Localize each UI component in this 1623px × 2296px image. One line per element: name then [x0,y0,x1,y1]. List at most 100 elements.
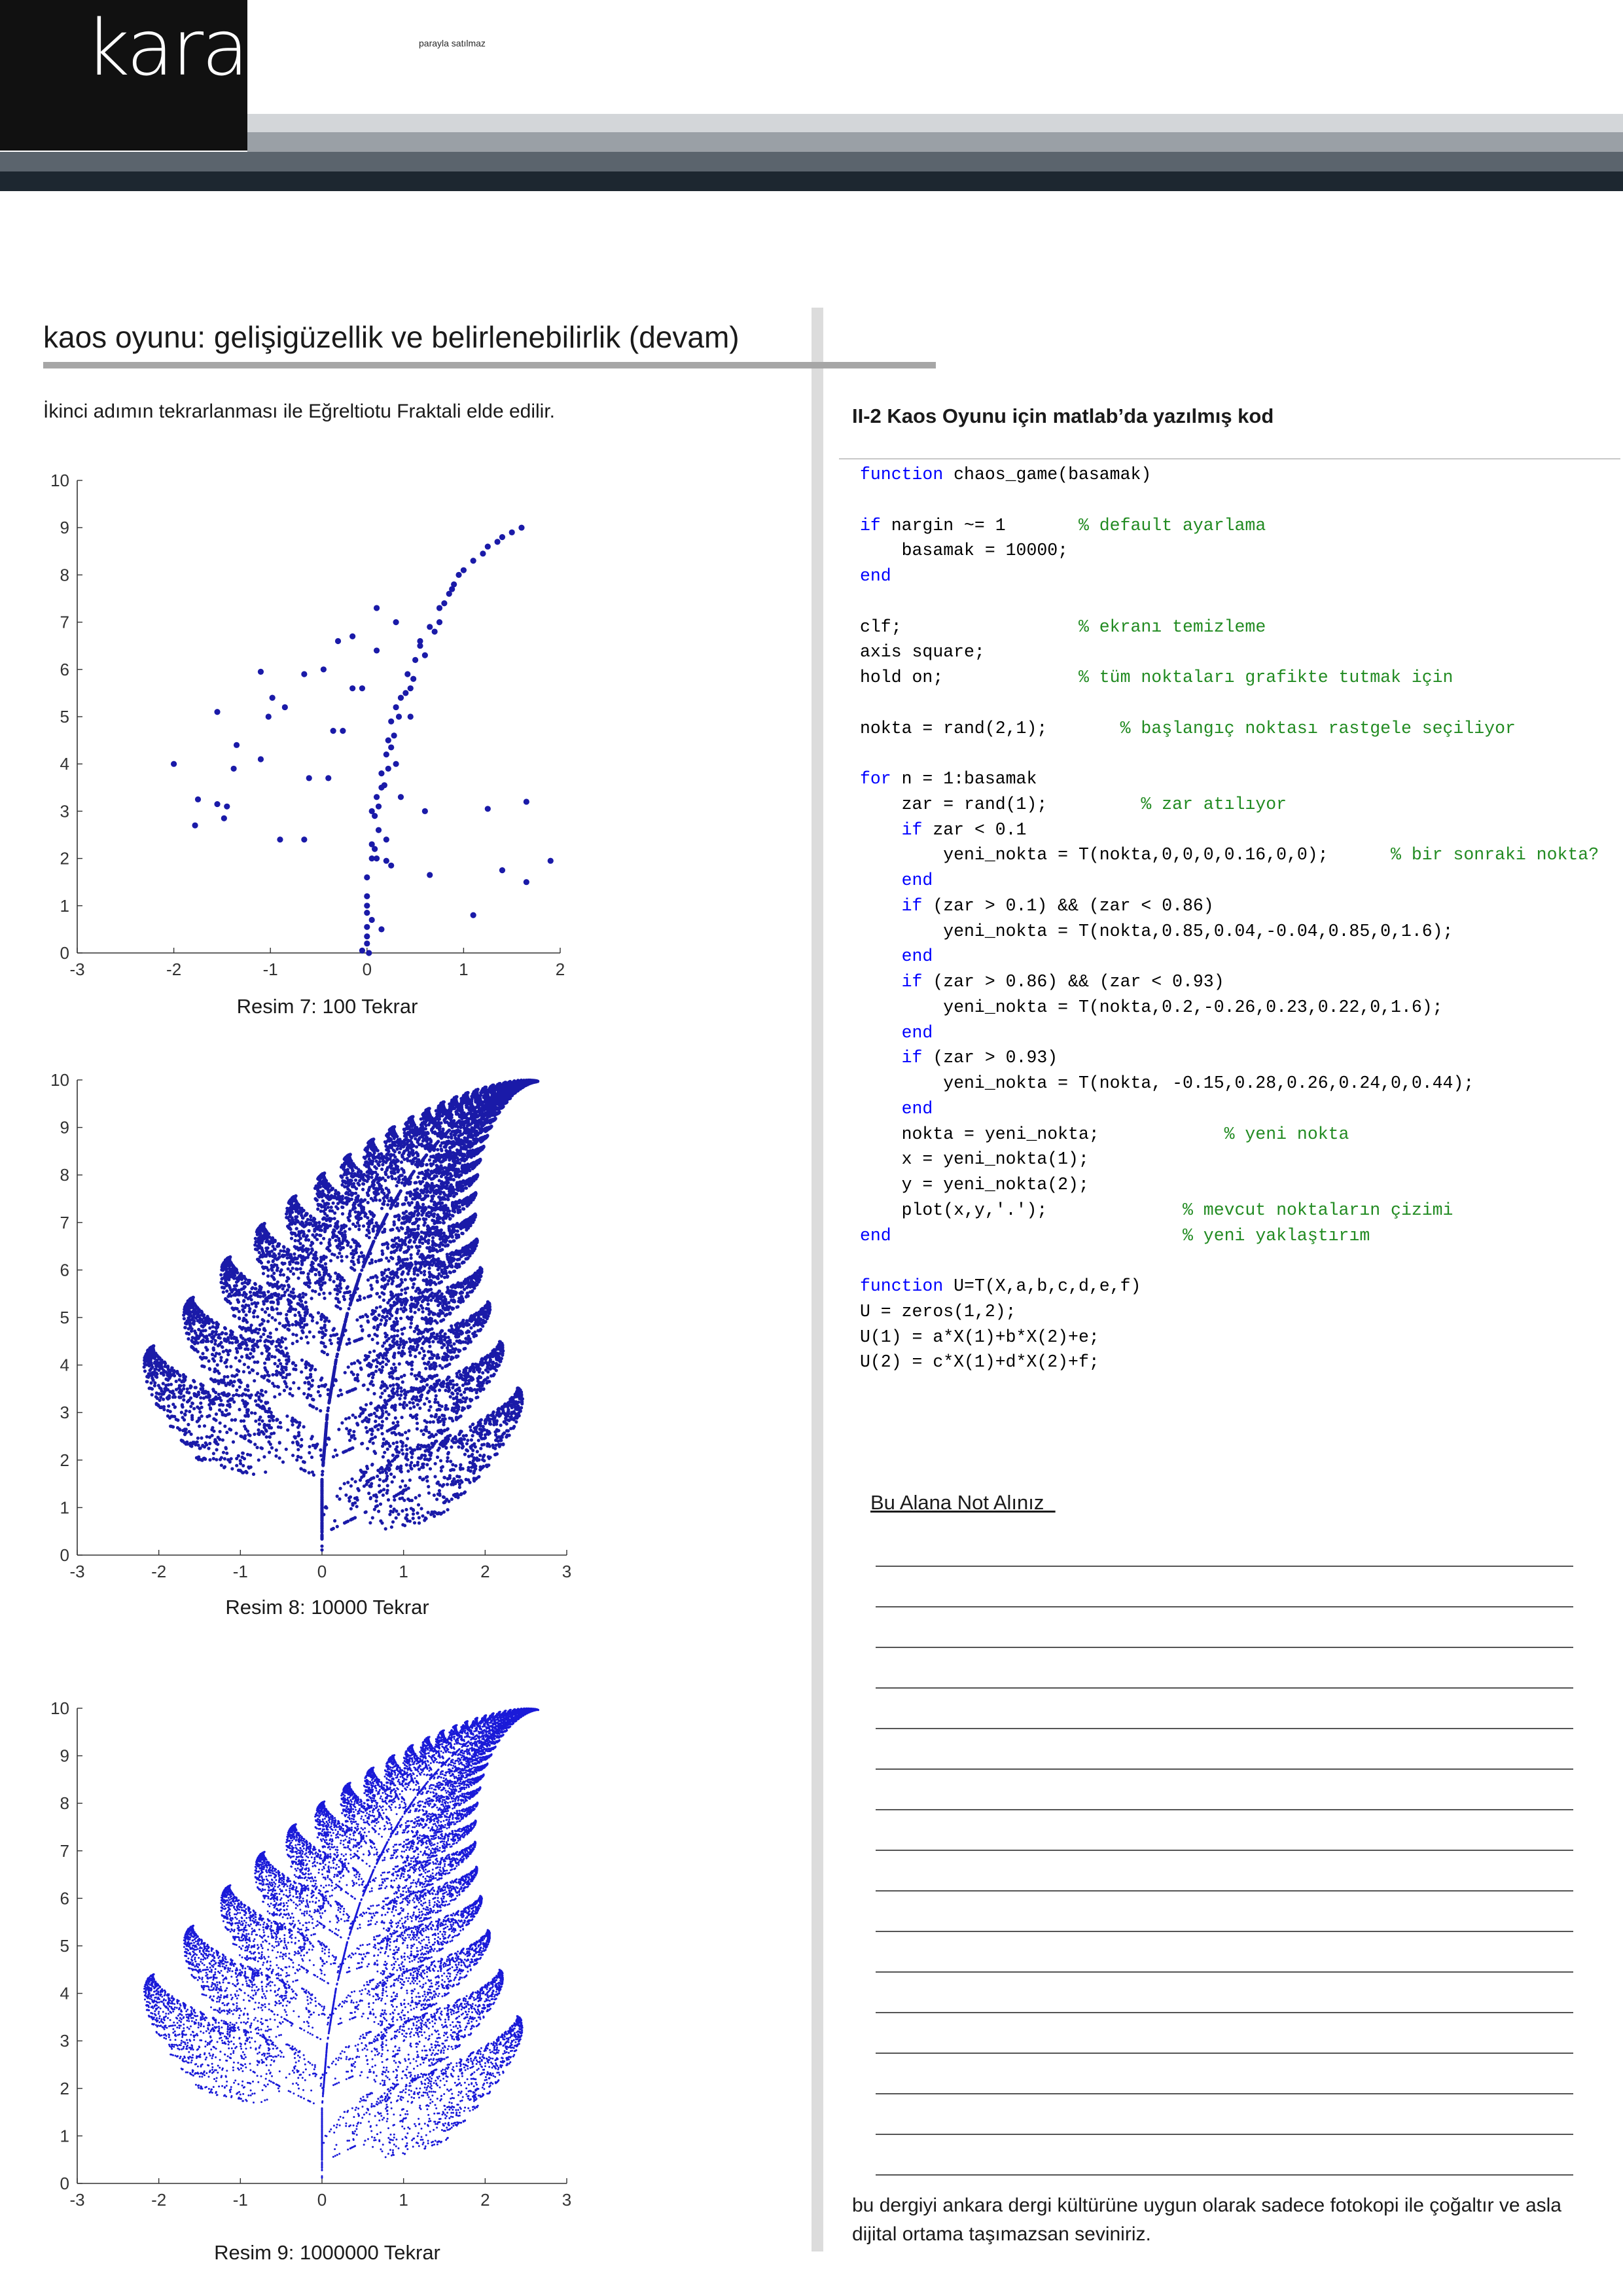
data-point [388,744,395,751]
note-line[interactable] [876,1728,1573,1729]
brand-logo: karaciğer [85,3,429,93]
footer-note: bu dergiyi ankara dergi kültürüne uygun … [852,2195,1561,2245]
fern-plot-10000-svg: 0 1 2 3 4 5 6 7 8 9 10 -3 -2 -1 0 1 2 3 [50,1070,571,1581]
data-point [518,524,525,531]
note-line[interactable] [876,2174,1573,2176]
column-divider [812,308,823,2251]
section-title: kaos oyunu: gelişigüzellik ve belirleneb… [43,320,740,354]
note-lines [876,1566,1573,2215]
code-text: U=T(X,a,b,c,d,e,f) [943,1276,1141,1296]
note-line[interactable] [876,1971,1573,1973]
fern-point-cloud [143,1707,540,2179]
y-tick-label: 10 [50,471,69,490]
caption-plot-10000: Resim 8: 10000 Tekrar [225,1596,429,1619]
code-keyword: end [860,566,891,586]
note-line[interactable] [876,1606,1573,1607]
x-tick-label: 3 [562,1562,571,1581]
code-comment: % mevcut noktaların çizimi [1182,1200,1454,1220]
note-line[interactable] [876,1647,1573,1648]
code-text [860,1099,902,1119]
data-point [383,857,389,864]
data-point [368,808,375,814]
x-tick-label: 0 [363,960,372,979]
data-point [301,836,308,843]
note-line[interactable] [876,2093,1573,2094]
fern-point-cloud [142,1078,540,1552]
data-point [214,800,221,808]
data-point [359,685,366,692]
data-point [372,813,378,819]
note-line[interactable] [876,1566,1573,1567]
data-point [460,567,467,573]
note-line[interactable] [876,2053,1573,2054]
code-line: nokta = rand(2,1); % başlangıç noktası r… [860,716,1613,742]
y-tick-label: 2 [60,849,69,869]
code-line: yeni_nokta = T(nokta,0.2,-0.26,0.23,0.22… [860,995,1613,1020]
data-point [381,782,387,789]
note-line[interactable] [876,1809,1573,1810]
code-line: basamak = 10000; [860,538,1613,564]
note-line[interactable] [876,1850,1573,1851]
code-text [860,870,902,890]
code-text: (zar > 0.1) && (zar < 0.86) [922,895,1214,916]
code-line [860,589,1613,615]
x-tick-label: -1 [233,2190,248,2210]
note-line[interactable] [876,1768,1573,1770]
data-point [375,827,382,833]
data-point [364,874,370,881]
y-tick-label: 3 [60,2031,69,2051]
code-keyword: if [901,819,923,840]
x-tick-label: 3 [562,2190,571,2210]
data-point [421,652,428,658]
code-text [860,820,902,840]
data-point [373,647,380,654]
y-tick-label: 9 [60,1118,69,1138]
data-point [368,916,375,924]
data-point [470,912,476,918]
note-line[interactable] [876,1687,1573,1689]
code-text: basamak = 10000; [860,541,1069,561]
data-point [484,806,491,812]
data-point [393,761,399,767]
code-keyword: end [901,1098,933,1119]
code-text: hold on; [860,668,1079,687]
data-point [230,765,237,772]
note-line[interactable] [876,1931,1573,1932]
x-tick-label: 2 [480,1562,490,1581]
data-point [368,841,375,848]
data-point [393,704,399,711]
header-band-dark [0,152,1623,171]
code-comment: % default ayarlama [1078,515,1266,535]
code-text [860,1023,902,1043]
y-tick-label: 3 [60,1403,69,1422]
code-line: end [860,868,1613,893]
data-point [378,770,385,777]
y-tick-label: 5 [60,707,69,726]
note-line[interactable] [876,1890,1573,1892]
data-point [265,713,272,720]
code-text: yeni_nokta = T(nokta, -0.15,0.28,0.26,0.… [860,1073,1474,1093]
data-point [364,903,370,909]
code-keyword: if [901,1048,923,1068]
x-tick-label: -1 [233,1562,248,1581]
data-point [375,803,382,810]
data-point [417,643,423,649]
data-point [499,534,506,541]
code-line: plot(x,y,'.'); % mevcut noktaların çizim… [860,1198,1613,1223]
note-line[interactable] [876,2134,1573,2135]
note-line[interactable] [876,2012,1573,2013]
code-text [860,896,902,916]
code-keyword: function [860,465,944,484]
code-keyword: if [901,895,923,916]
brand-tagline: parayla satılmaz [419,38,486,48]
data-point [455,571,462,578]
x-tick-label: 1 [459,960,468,979]
data-point [383,836,389,843]
data-point [373,605,380,611]
code-text: (zar > 0.93) [922,1048,1058,1068]
caption-plot-1000000: Resim 9: 1000000 Tekrar [214,2241,440,2264]
data-point [480,550,486,557]
data-point [436,605,443,611]
y-tick-label: 6 [60,660,69,679]
code-text: axis square; [860,642,985,662]
